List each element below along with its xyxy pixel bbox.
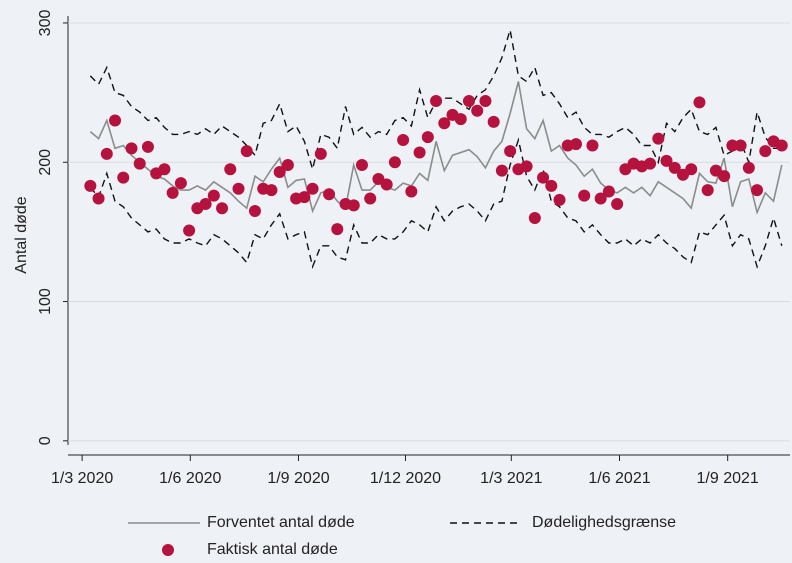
marker <box>553 193 566 206</box>
marker <box>84 179 97 192</box>
marker <box>759 145 772 158</box>
marker <box>652 132 665 145</box>
marker <box>685 163 698 176</box>
marker <box>430 94 443 107</box>
marker <box>495 164 508 177</box>
marker <box>537 171 550 184</box>
marker <box>586 139 599 152</box>
marker <box>504 145 517 158</box>
marker <box>298 191 311 204</box>
y-tick-label: 300 <box>37 10 54 37</box>
marker <box>174 177 187 190</box>
x-tick-label: 1/9 2020 <box>267 470 329 487</box>
legend-label: Faktisk antal døde <box>207 541 338 558</box>
marker <box>265 184 278 197</box>
marker <box>487 115 500 128</box>
y-axis-title: Antal døde <box>13 196 30 273</box>
marker <box>388 156 401 169</box>
y-tick-label: 200 <box>37 149 54 176</box>
marker <box>520 160 533 173</box>
marker <box>751 184 764 197</box>
legend-label: Dødelighedsgrænse <box>532 514 676 531</box>
marker <box>92 192 105 205</box>
marker <box>726 139 739 152</box>
legend-marker <box>162 544 174 556</box>
legend-label: Forventet antal døde <box>207 514 355 531</box>
x-tick-label: 1/3 2021 <box>480 470 542 487</box>
marker <box>306 182 319 195</box>
marker <box>232 182 245 195</box>
marker <box>644 157 657 170</box>
line <box>89 137 783 270</box>
marker <box>734 139 747 152</box>
marker <box>355 159 368 172</box>
marker <box>323 188 336 201</box>
marker <box>569 138 582 151</box>
y-tick-label: 100 <box>37 288 54 315</box>
y-tick-label: 0 <box>37 436 54 445</box>
marker <box>216 202 229 215</box>
marker <box>693 96 706 109</box>
marker <box>602 185 615 198</box>
marker <box>314 147 327 160</box>
marker <box>578 189 591 202</box>
x-tick-label: 1/3 2020 <box>51 470 113 487</box>
marker <box>668 161 681 174</box>
marker <box>742 161 755 174</box>
marker <box>413 146 426 159</box>
line <box>89 81 783 215</box>
marker <box>347 199 360 212</box>
marker <box>166 186 179 199</box>
marker <box>421 131 434 144</box>
marker <box>224 163 237 176</box>
marker <box>611 198 624 211</box>
marker <box>248 205 261 217</box>
marker <box>133 157 146 170</box>
marker <box>397 133 410 146</box>
marker <box>594 192 607 205</box>
marker <box>199 198 212 211</box>
marker <box>364 192 377 205</box>
marker <box>158 163 171 176</box>
marker <box>100 147 113 160</box>
x-tick-label: 1/6 2020 <box>159 470 221 487</box>
marker <box>281 159 294 172</box>
marker <box>405 185 418 198</box>
marker <box>380 178 393 191</box>
marker <box>273 166 286 178</box>
marker <box>545 179 558 192</box>
x-tick-label: 1/12 2020 <box>370 470 441 487</box>
marker <box>183 224 196 237</box>
marker <box>331 223 344 236</box>
marker <box>454 113 467 126</box>
marker <box>660 154 673 167</box>
marker <box>117 171 130 184</box>
marker <box>701 184 714 197</box>
marker <box>775 139 788 152</box>
marker <box>109 114 122 127</box>
marker <box>207 189 220 202</box>
x-tick-label: 1/6 2021 <box>588 470 650 487</box>
marker <box>471 104 484 117</box>
marker <box>240 145 253 158</box>
marker <box>718 170 731 183</box>
x-tick-label: 1/9 2021 <box>697 470 759 487</box>
marker <box>479 94 492 107</box>
marker <box>528 211 541 224</box>
marker <box>438 117 451 130</box>
marker <box>462 94 475 107</box>
marker <box>125 142 138 155</box>
marker <box>141 140 154 153</box>
